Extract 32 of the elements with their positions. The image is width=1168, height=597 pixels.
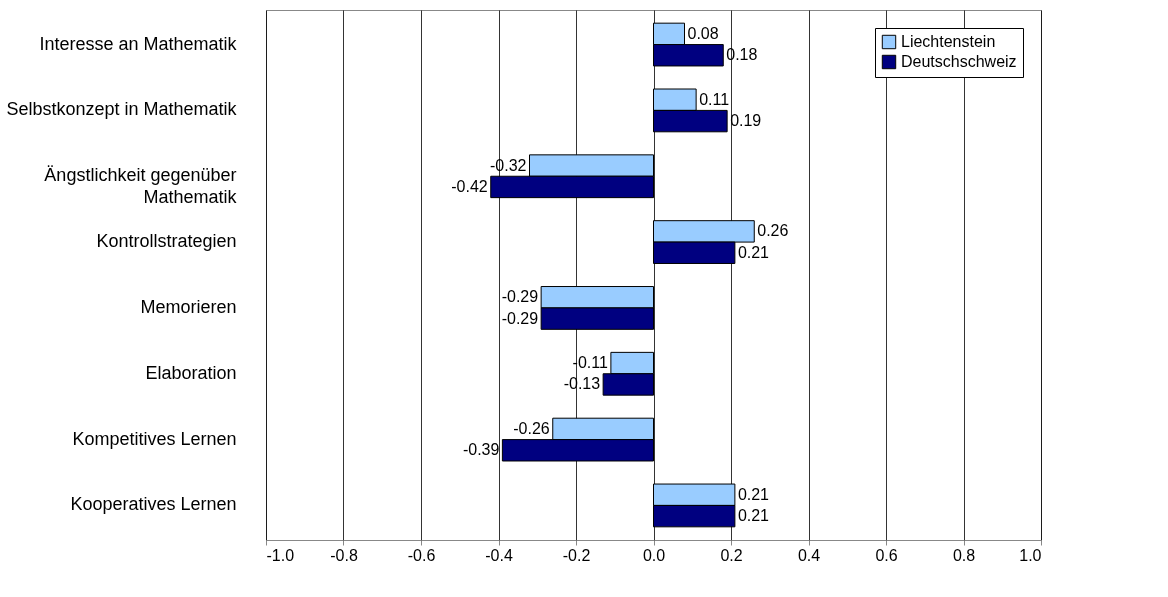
y-tick-label: Selbstkonzept in Mathematik — [6, 99, 238, 120]
data-label: -0.42 — [451, 177, 488, 195]
data-label: -0.29 — [501, 309, 539, 327]
y-tick-label: Elaboration — [145, 362, 237, 383]
data-label: 0.11 — [699, 90, 730, 108]
data-label: 0.21 — [737, 507, 770, 525]
data-label: 0.26 — [757, 222, 789, 240]
x-tick-label: 0.8 — [952, 546, 976, 564]
x-tick-label: -1.0 — [266, 546, 295, 564]
legend-label: Liechtenstein — [901, 33, 996, 50]
x-tick-label: 0.0 — [642, 546, 666, 564]
x-tick-label: -0.6 — [407, 546, 436, 564]
y-tick-label: Interesse an Mathematik — [39, 33, 238, 54]
y-tick-label: Kontrollstrategien — [96, 231, 237, 252]
x-tick-label: -0.2 — [562, 546, 591, 564]
y-tick-label: Ängstlichkeit gegenüber Mathematik — [44, 165, 238, 208]
data-label: -0.26 — [513, 419, 550, 437]
x-tick-label: 1.0 — [1019, 546, 1042, 564]
x-tick-label: 0.6 — [875, 546, 898, 564]
x-tick-label: -0.4 — [485, 546, 513, 564]
data-label: -0.39 — [462, 441, 500, 459]
data-label: 0.21 — [737, 243, 770, 261]
data-label: -0.29 — [501, 288, 539, 306]
x-tick-label: 0.4 — [797, 546, 821, 564]
x-tick-label: 0.2 — [720, 546, 743, 564]
x-tick-label: -0.8 — [330, 546, 358, 564]
data-label: 0.21 — [737, 485, 770, 503]
y-tick-label: Memorieren — [140, 296, 237, 317]
y-tick-label: Kooperatives Lernen — [70, 494, 237, 515]
data-label: 0.08 — [687, 24, 719, 42]
y-tick-label: Kompetitives Lernen — [72, 428, 237, 449]
legend-label: Deutschschweiz — [901, 53, 1017, 70]
